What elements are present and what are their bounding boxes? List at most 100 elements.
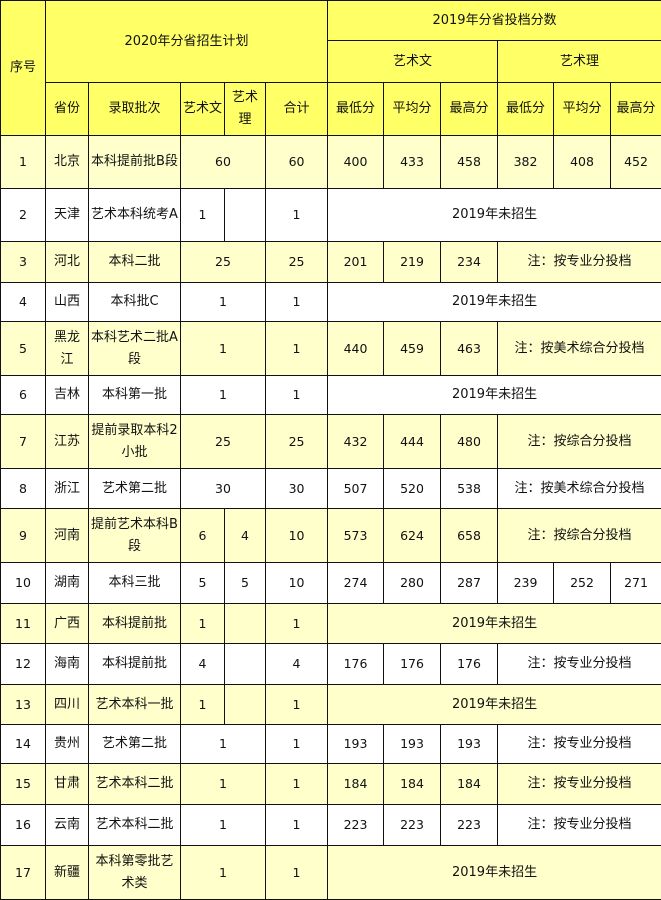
li-note: 注：按美术综合分投档 bbox=[498, 322, 661, 376]
row-index: 7 bbox=[1, 415, 46, 469]
header-arts-li: 艺术理 bbox=[498, 41, 661, 83]
province: 湖南 bbox=[46, 563, 89, 604]
score-wen-max: 463 bbox=[441, 322, 498, 376]
province: 河南 bbox=[46, 509, 89, 563]
plan-total: 1 bbox=[266, 376, 328, 415]
header-total: 合计 bbox=[266, 83, 328, 136]
plan-total: 1 bbox=[266, 846, 328, 900]
plan-li bbox=[225, 189, 266, 242]
plan-total: 1 bbox=[266, 322, 328, 376]
batch: 本科批C bbox=[89, 283, 181, 322]
score-li-min: 239 bbox=[498, 563, 554, 604]
province: 广西 bbox=[46, 604, 89, 644]
row-index: 5 bbox=[1, 322, 46, 376]
plan-total: 1 bbox=[266, 685, 328, 725]
plan-quota: 25 bbox=[181, 242, 266, 283]
score-wen-min: 193 bbox=[328, 725, 384, 764]
score-wen-min: 201 bbox=[328, 242, 384, 283]
plan-total: 1 bbox=[266, 189, 328, 242]
batch: 提前录取本科2小批 bbox=[89, 415, 181, 469]
row-index: 17 bbox=[1, 846, 46, 900]
score-wen-min: 432 bbox=[328, 415, 384, 469]
row-index: 12 bbox=[1, 644, 46, 685]
score-wen-max: 193 bbox=[441, 725, 498, 764]
header-wen-avg: 平均分 bbox=[384, 83, 441, 136]
score-wen-min: 573 bbox=[328, 509, 384, 563]
province: 山西 bbox=[46, 283, 89, 322]
score-wen-avg: 184 bbox=[384, 764, 441, 805]
plan-wen: 4 bbox=[181, 644, 225, 685]
province: 天津 bbox=[46, 189, 89, 242]
score-wen-avg: 520 bbox=[384, 469, 441, 509]
score-li-max: 271 bbox=[611, 563, 661, 604]
row-index: 11 bbox=[1, 604, 46, 644]
li-note: 注：按美术综合分投档 bbox=[498, 469, 661, 509]
plan-total: 25 bbox=[266, 242, 328, 283]
province: 北京 bbox=[46, 136, 89, 189]
plan-total: 60 bbox=[266, 136, 328, 189]
batch: 艺术第二批 bbox=[89, 725, 181, 764]
province: 黑龙江 bbox=[46, 322, 89, 376]
score-li-max: 452 bbox=[611, 136, 661, 189]
score-wen-min: 176 bbox=[328, 644, 384, 685]
row-index: 16 bbox=[1, 805, 46, 846]
header-arts-wen: 艺术文 bbox=[328, 41, 498, 83]
plan-quota: 1 bbox=[181, 376, 266, 415]
score-wen-max: 538 bbox=[441, 469, 498, 509]
score-wen-avg: 176 bbox=[384, 644, 441, 685]
row-index: 1 bbox=[1, 136, 46, 189]
header-plan-title: 2020年分省招生计划 bbox=[46, 1, 328, 83]
not-enrolled-note: 2019年未招生 bbox=[328, 604, 661, 644]
score-wen-max: 184 bbox=[441, 764, 498, 805]
row-index: 6 bbox=[1, 376, 46, 415]
batch: 艺术本科统考A bbox=[89, 189, 181, 242]
plan-li: 4 bbox=[225, 509, 266, 563]
row-index: 13 bbox=[1, 685, 46, 725]
batch: 本科二批 bbox=[89, 242, 181, 283]
li-note: 注：按专业分投档 bbox=[498, 764, 661, 805]
plan-li: 5 bbox=[225, 563, 266, 604]
batch: 本科第一批 bbox=[89, 376, 181, 415]
plan-total: 30 bbox=[266, 469, 328, 509]
province: 四川 bbox=[46, 685, 89, 725]
header-wen-max: 最高分 bbox=[441, 83, 498, 136]
batch: 本科第零批艺术类 bbox=[89, 846, 181, 900]
header-batch: 录取批次 bbox=[89, 83, 181, 136]
plan-total: 4 bbox=[266, 644, 328, 685]
row-index: 15 bbox=[1, 764, 46, 805]
score-wen-min: 184 bbox=[328, 764, 384, 805]
plan-wen: 1 bbox=[181, 189, 225, 242]
plan-total: 1 bbox=[266, 604, 328, 644]
plan-li bbox=[225, 685, 266, 725]
li-note: 注：按综合分投档 bbox=[498, 509, 661, 563]
li-note: 注：按专业分投档 bbox=[498, 242, 661, 283]
batch: 艺术本科二批 bbox=[89, 764, 181, 805]
row-index: 2 bbox=[1, 189, 46, 242]
province: 海南 bbox=[46, 644, 89, 685]
province: 江苏 bbox=[46, 415, 89, 469]
score-wen-min: 274 bbox=[328, 563, 384, 604]
plan-quota: 1 bbox=[181, 322, 266, 376]
li-note: 注：按综合分投档 bbox=[498, 415, 661, 469]
score-wen-max: 458 bbox=[441, 136, 498, 189]
not-enrolled-note: 2019年未招生 bbox=[328, 376, 661, 415]
plan-total: 10 bbox=[266, 509, 328, 563]
plan-quota: 1 bbox=[181, 805, 266, 846]
row-index: 3 bbox=[1, 242, 46, 283]
province: 新疆 bbox=[46, 846, 89, 900]
header-li-min: 最低分 bbox=[498, 83, 554, 136]
batch: 提前艺术本科B段 bbox=[89, 509, 181, 563]
header-li-avg: 平均分 bbox=[554, 83, 611, 136]
plan-quota: 30 bbox=[181, 469, 266, 509]
score-wen-min: 440 bbox=[328, 322, 384, 376]
header-li-max: 最高分 bbox=[611, 83, 661, 136]
